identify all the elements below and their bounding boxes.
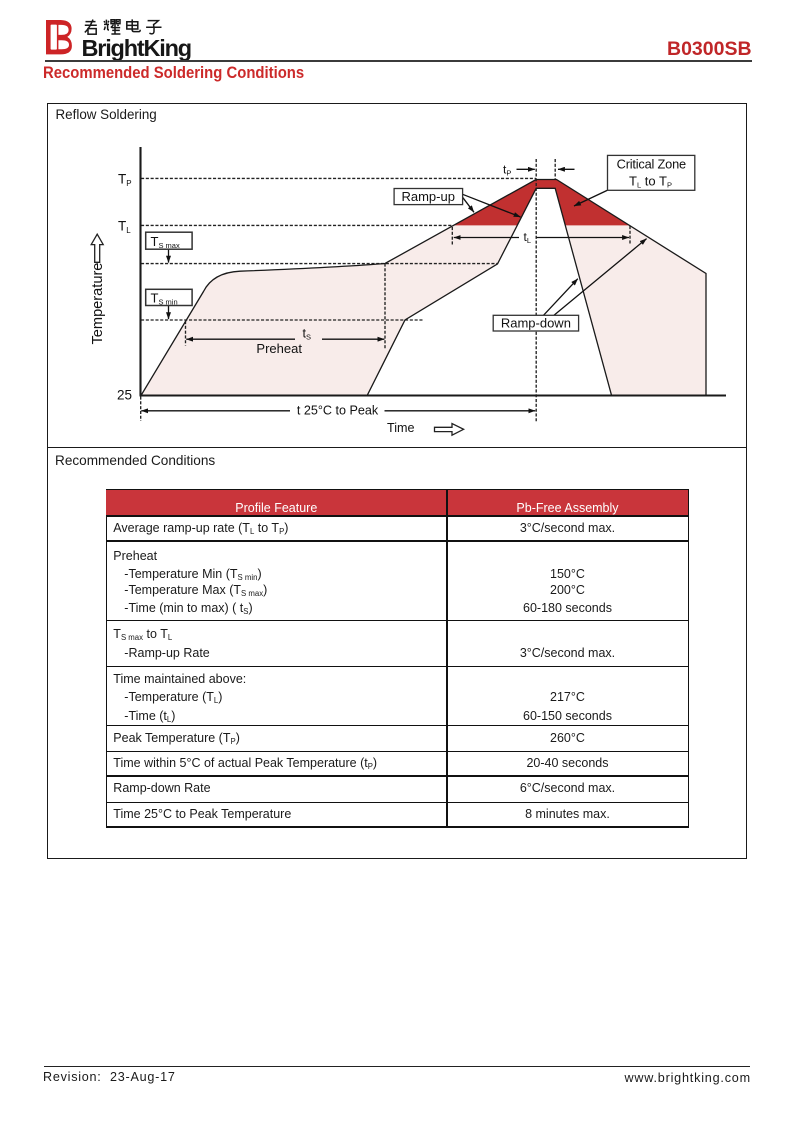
svg-text:Critical Zone: Critical Zone (617, 156, 686, 171)
svg-text:TL to TP: TL to TP (629, 173, 672, 189)
svg-text:tL: tL (524, 230, 532, 245)
svg-text:Ramp-down: Ramp-down (501, 315, 571, 330)
svg-text:TP: TP (118, 172, 132, 189)
svg-text:25: 25 (117, 388, 132, 403)
svg-text:Temperature: Temperature (90, 263, 106, 345)
svg-text:Preheat: Preheat (256, 341, 302, 356)
svg-text:tS: tS (303, 326, 312, 341)
svg-text:Time: Time (387, 421, 415, 435)
svg-text:TL: TL (118, 218, 131, 235)
svg-text:tP: tP (503, 162, 511, 177)
svg-text:t 25°C to Peak: t 25°C to Peak (297, 404, 379, 418)
svg-text:Ramp-up: Ramp-up (401, 189, 454, 204)
